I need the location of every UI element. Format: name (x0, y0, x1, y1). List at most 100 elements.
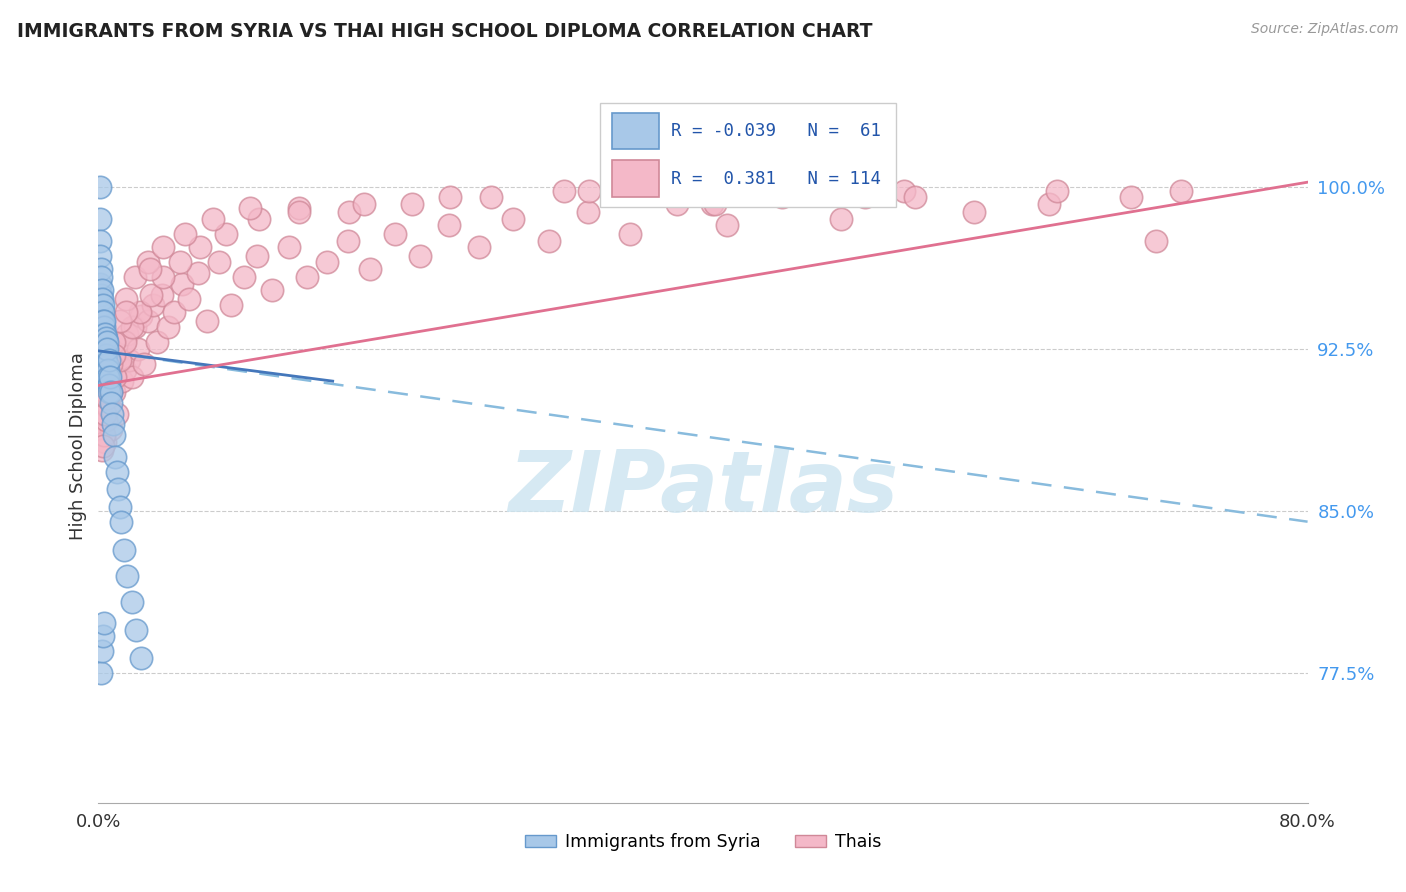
Point (100, 396, 122, 410)
Point (103, 335, 125, 350)
Point (353, 196, 375, 211)
Point (91, 407, 114, 421)
Point (121, 320, 143, 334)
Point (173, 227, 195, 241)
Point (136, 255, 159, 269)
Point (90, 261, 112, 276)
Point (91, 335, 114, 350)
Point (96, 348, 118, 362)
Point (239, 201, 262, 215)
Point (91, 439, 114, 453)
Point (112, 542, 135, 557)
Point (104, 450, 127, 464)
Point (893, 184, 915, 198)
Point (89, 234, 111, 248)
Point (578, 184, 600, 198)
Point (90, 298, 112, 312)
Point (337, 205, 360, 219)
Point (221, 298, 243, 312)
Point (187, 266, 209, 280)
Point (1170, 184, 1192, 198)
Point (115, 568, 138, 582)
Point (101, 417, 124, 432)
Point (97, 378, 120, 392)
Point (105, 407, 128, 421)
Point (115, 326, 138, 341)
Point (437, 219, 460, 233)
Point (91, 443, 114, 458)
Point (163, 305, 186, 319)
Point (1038, 196, 1060, 211)
Point (90, 413, 112, 427)
Point (114, 363, 136, 377)
Point (124, 320, 146, 334)
Point (127, 342, 149, 356)
Point (139, 287, 162, 301)
Point (90, 287, 112, 301)
Point (94, 434, 117, 449)
Point (700, 196, 723, 211)
Point (94, 326, 117, 341)
Point (132, 357, 155, 371)
Point (93, 320, 115, 334)
Point (468, 240, 491, 254)
Point (479, 190, 502, 204)
Point (716, 219, 738, 233)
Point (246, 249, 269, 263)
Point (93, 348, 115, 362)
Point (94, 335, 117, 350)
Point (98, 352, 121, 367)
Point (97, 363, 120, 377)
Point (97, 400, 120, 414)
Point (360, 261, 382, 276)
Point (91, 313, 114, 327)
Point (108, 500, 131, 514)
Point (336, 234, 359, 248)
Point (315, 255, 337, 269)
Point (89, 249, 111, 263)
Point (169, 255, 191, 269)
Point (115, 305, 138, 319)
Point (96, 392, 118, 406)
Point (93, 616, 115, 631)
Point (124, 270, 146, 285)
Point (619, 227, 641, 241)
Point (91, 305, 114, 319)
Point (152, 240, 174, 254)
Point (409, 249, 432, 263)
Point (384, 227, 406, 241)
Point (287, 205, 309, 219)
Point (152, 270, 174, 285)
Point (91, 326, 114, 341)
Point (1144, 234, 1167, 248)
Point (90, 283, 112, 297)
Point (295, 270, 318, 285)
Point (91, 396, 114, 410)
Point (121, 595, 143, 609)
Point (129, 651, 152, 665)
Point (98, 384, 121, 399)
Point (93, 357, 115, 371)
Point (103, 348, 125, 362)
Point (107, 357, 129, 371)
Point (103, 384, 125, 399)
Point (104, 369, 127, 384)
Point (98, 363, 121, 377)
Point (93, 326, 115, 341)
Point (129, 310, 152, 324)
Point (666, 196, 689, 211)
Point (93, 313, 115, 327)
Point (94, 369, 117, 384)
Point (104, 352, 127, 367)
Point (89, 277, 111, 291)
Point (129, 305, 152, 319)
Point (107, 482, 129, 496)
Point (232, 270, 254, 285)
Point (94, 407, 117, 421)
Point (96, 335, 118, 350)
Point (89, 179, 111, 194)
Text: Source: ZipAtlas.com: Source: ZipAtlas.com (1251, 22, 1399, 37)
Point (96, 357, 118, 371)
Point (91, 298, 114, 312)
Legend: Immigrants from Syria, Thais: Immigrants from Syria, Thais (517, 827, 889, 858)
